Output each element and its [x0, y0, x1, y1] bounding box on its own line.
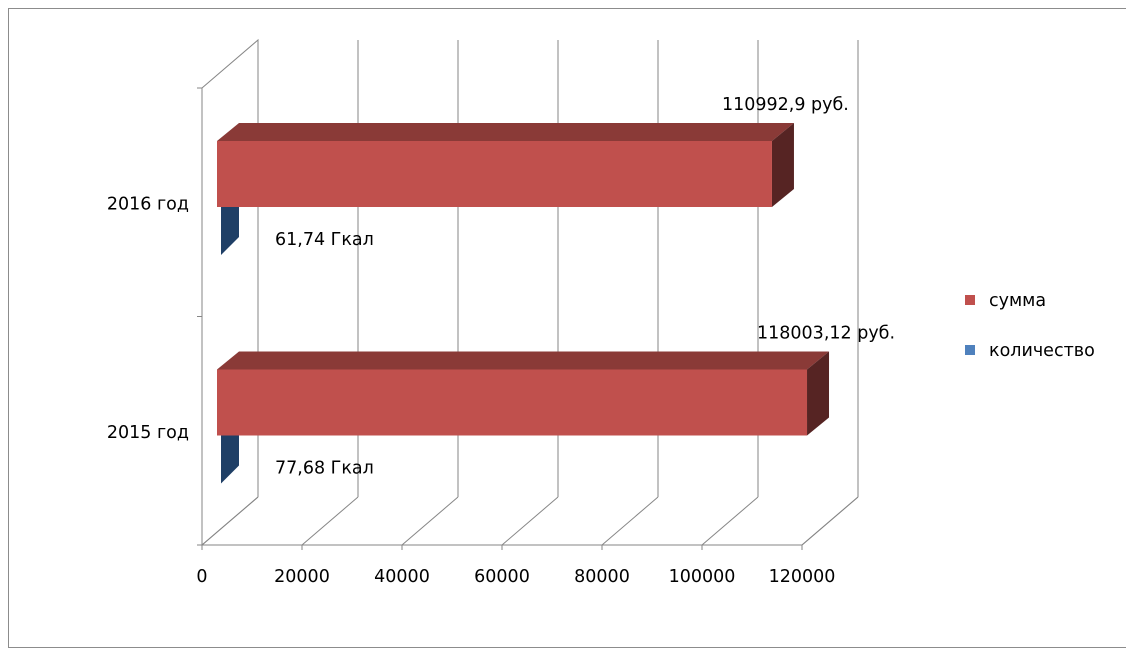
floor-gridline: [801, 496, 859, 546]
bar-quantity-front: [217, 207, 221, 255]
legend-swatch: [965, 295, 975, 305]
x-tick-label: 120000: [769, 567, 836, 587]
bar-chart: 0 20000 40000 60000 80000 100000 120000 2015 го…: [107, 38, 1095, 587]
x-tick-label: 80000: [574, 567, 630, 587]
floor-gridline: [501, 496, 559, 546]
bar-quantity-front: [217, 435, 221, 484]
bar-quantity: [217, 203, 239, 255]
bar-sum: [217, 141, 772, 207]
bar-sum-top: [217, 123, 794, 141]
chart-frame: [8, 8, 1126, 648]
category-label: 2015 год: [107, 423, 189, 443]
legend-label: сумма: [989, 291, 1046, 311]
x-tick-label: 100000: [669, 567, 736, 587]
x-tick-label: 60000: [474, 567, 530, 587]
x-tick-label: 0: [196, 567, 207, 587]
bar-sum-side: [807, 351, 830, 436]
legend-swatch: [965, 345, 975, 355]
bar-sum: [217, 369, 808, 436]
floor-gridline: [401, 496, 459, 546]
bar-quantity: [217, 431, 239, 484]
x-tick-label: 20000: [274, 567, 330, 587]
data-label-sum: 110992,9 руб.: [722, 95, 849, 115]
data-label-quantity: 77,68 Гкал: [275, 459, 374, 479]
category-label: 2016 год: [107, 194, 189, 214]
bar-sum-side: [771, 123, 794, 207]
floor-gridline: [301, 496, 359, 546]
legend-label: количество: [989, 341, 1095, 361]
floor-gridline: [701, 496, 759, 546]
data-label-quantity: 61,74 Гкал: [275, 230, 374, 250]
x-tick-label: 40000: [374, 567, 430, 587]
bar-sum-top: [217, 351, 830, 370]
floor-gridline: [201, 496, 259, 546]
data-label-sum: 118003,12 руб.: [757, 324, 895, 344]
floor-gridline: [601, 496, 659, 546]
